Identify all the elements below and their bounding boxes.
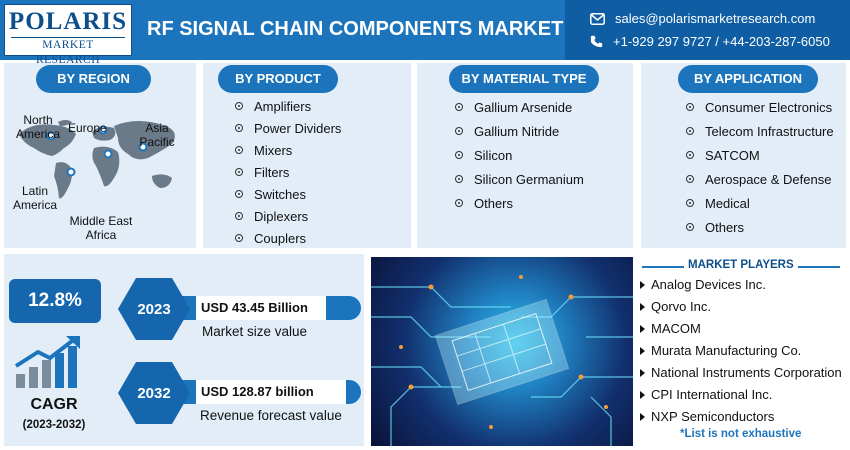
bullet-icon [686,103,694,111]
arrow-icon [640,413,645,421]
bullet-icon [235,234,243,242]
email-icon [590,12,605,25]
market-size-value: USD 43.45 Billion [196,296,326,320]
product-list: Amplifiers Power Dividers Mixers Filters… [235,95,341,249]
players-heading: MARKET PLAYERS [688,259,794,271]
cagr-value-box: 12.8% [9,279,101,323]
bullet-icon [455,151,463,159]
list-item: Couplers [235,227,341,249]
list-item: NXP Semiconductors [640,406,842,428]
list-item: Qorvo Inc. [640,296,842,318]
region-label-north-america: North America [16,113,61,141]
material-heading: BY MATERIAL TYPE [449,65,599,93]
bullet-icon [686,223,694,231]
product-panel: BY PRODUCT Amplifiers Power Dividers Mix… [203,63,411,248]
bullet-icon [235,124,243,132]
contact-panel [565,0,850,60]
phone-icon [590,35,603,48]
list-item: Analog Devices Inc. [640,274,842,296]
forecast-desc: Revenue forecast value [200,408,342,423]
list-item: MACOM [640,318,842,340]
players-panel: MARKET PLAYERS Analog Devices Inc. Qorvo… [640,257,848,446]
application-list: Consumer Electronics Telecom Infrastruct… [686,95,834,239]
divider-left [642,266,684,268]
bullet-icon [686,199,694,207]
circuit-board-image [371,257,633,446]
arrow-icon [640,281,645,289]
material-panel: BY MATERIAL TYPE Gallium Arsenide Galliu… [417,63,633,248]
bullet-icon [455,199,463,207]
market-size-year-hex: 2023 [118,278,190,340]
list-item: Silicon [455,143,584,167]
list-item: SATCOM [686,143,834,167]
region-heading: BY REGION [36,65,151,93]
divider-right [798,266,840,268]
world-map-icon [19,120,175,199]
list-item: Mixers [235,139,341,161]
list-item: Switches [235,183,341,205]
list-item: Gallium Nitride [455,119,584,143]
phone-text: +1-929 297 9727 / +44-203-287-6050 [613,34,830,49]
bullet-icon [235,102,243,110]
bullet-icon [455,127,463,135]
growth-chart-icon [14,336,80,388]
region-label-latin-america: Latin America [12,184,57,212]
product-heading: BY PRODUCT [218,65,338,93]
material-list: Gallium Arsenide Gallium Nitride Silicon… [455,95,584,215]
arrow-icon [640,369,645,377]
bullet-icon [455,175,463,183]
bullet-icon [686,127,694,135]
list-item: Power Dividers [235,117,341,139]
bullet-icon [235,146,243,154]
region-label-asia-pacific: Asia Pacific [139,121,175,149]
list-item: National Instruments Corporation [640,362,842,384]
bullet-icon [235,190,243,198]
arrow-icon [640,325,645,333]
list-item: Aerospace & Defense [686,167,834,191]
players-list: Analog Devices Inc. Qorvo Inc. MACOM Mur… [640,274,842,428]
list-item: CPI International Inc. [640,384,842,406]
application-panel: BY APPLICATION Consumer Electronics Tele… [641,63,846,248]
list-item: Filters [235,161,341,183]
bullet-icon [455,103,463,111]
list-item: Consumer Electronics [686,95,834,119]
polaris-logo: POLARIS MARKET RESEARCH [4,4,132,66]
arrow-icon [640,391,645,399]
list-item: Gallium Arsenide [455,95,584,119]
cagr-label: CAGR [30,396,78,413]
list-item: Amplifiers [235,95,341,117]
region-label-middle-east-africa: Middle East Africa [69,214,133,242]
region-label-europe: Europe [68,121,107,135]
application-heading: BY APPLICATION [678,65,818,93]
list-item: Murata Manufacturing Co. [640,340,842,362]
cagr-period: (2023-2032) [22,419,86,431]
phone-contact: +1-929 297 9727 / +44-203-287-6050 [590,34,830,49]
bullet-icon [686,151,694,159]
list-item: Silicon Germanium [455,167,584,191]
list-item: Others [455,191,584,215]
list-item: Others [686,215,834,239]
list-item: Diplexers [235,205,341,227]
bullet-icon [235,212,243,220]
players-note: *List is not exhaustive [680,428,802,440]
bullet-icon [686,175,694,183]
arrow-icon [640,303,645,311]
region-panel: BY REGION North America Europe Asia Paci… [4,63,196,248]
list-item: Telecom Infrastructure [686,119,834,143]
page-title: RF SIGNAL CHAIN COMPONENTS MARKET [147,18,564,40]
forecast-value: USD 128.87 billion [196,380,346,404]
email-contact: sales@polarismarketresearch.com [590,11,815,26]
bullet-icon [235,168,243,176]
header-bar: POLARIS MARKET RESEARCH RF SIGNAL CHAIN … [0,0,850,66]
stats-panel: 12.8% CAGR (2023-2032) USD 43.45 Billion… [4,254,364,446]
email-text: sales@polarismarketresearch.com [615,11,816,26]
logo-main-text: POLARIS [8,8,128,35]
forecast-year-hex: 2032 [118,362,190,424]
arrow-icon [640,347,645,355]
list-item: Medical [686,191,834,215]
market-size-desc: Market size value [202,324,308,339]
